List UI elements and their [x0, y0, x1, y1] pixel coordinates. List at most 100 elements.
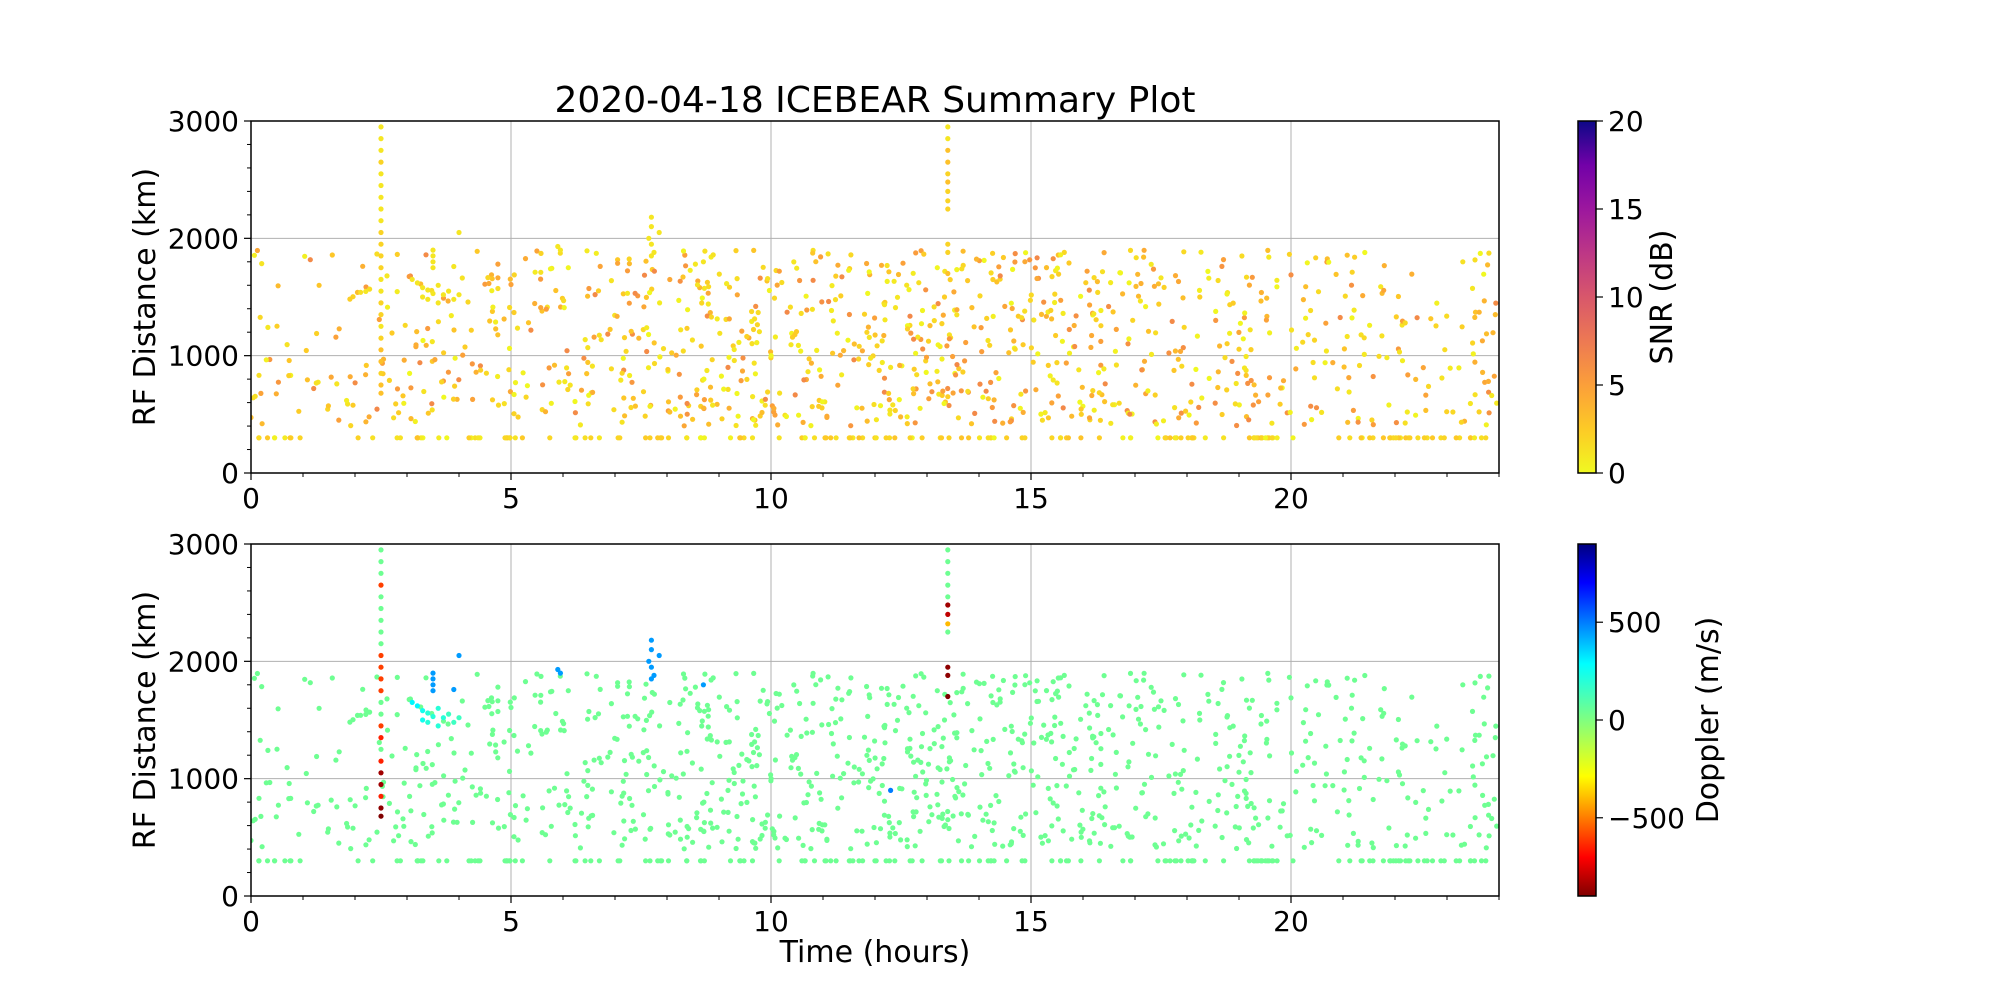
- doppler-data-point: [1160, 841, 1167, 847]
- snr-data-point: [991, 397, 997, 403]
- doppler-data-point: [440, 715, 446, 721]
- doppler-data-point: [624, 713, 631, 719]
- doppler-data-point: [1175, 779, 1181, 785]
- snr-data-point: [1090, 388, 1096, 394]
- snr-data-point: [945, 206, 951, 212]
- snr-data-point: [1224, 387, 1230, 393]
- snr-data-point: [1349, 269, 1355, 275]
- snr-data-point: [1249, 274, 1255, 280]
- doppler-data-point: [565, 688, 571, 694]
- doppler-data-point: [917, 828, 923, 834]
- snr-data-point: [725, 386, 731, 392]
- doppler-data-point: [792, 815, 798, 821]
- doppler-data-point: [1090, 811, 1096, 817]
- snr-data-point: [938, 435, 945, 441]
- doppler-data-point: [865, 713, 871, 720]
- snr-data-point: [1246, 282, 1252, 288]
- doppler-data-point: [452, 806, 458, 812]
- doppler-data-point: [366, 837, 372, 843]
- snr-data-point: [423, 252, 429, 258]
- doppler-data-point: [1133, 805, 1139, 811]
- snr-data-point: [1308, 307, 1314, 314]
- snr-data-point: [873, 435, 879, 441]
- doppler-data-point: [441, 817, 447, 823]
- doppler-data-point: [1033, 810, 1039, 816]
- snr-data-point: [1476, 409, 1482, 415]
- doppler-data-point: [990, 699, 996, 706]
- doppler-data-point: [1153, 753, 1159, 759]
- doppler-data-point: [572, 858, 578, 864]
- snr-data-point: [465, 299, 471, 305]
- snr-data-point: [394, 386, 401, 392]
- snr-data-point: [990, 276, 996, 283]
- snr-data-point: [585, 293, 591, 299]
- doppler-data-point: [1094, 702, 1100, 708]
- doppler-data-point: [965, 701, 971, 707]
- doppler-data-point: [1402, 743, 1408, 749]
- doppler-data-point: [303, 770, 309, 777]
- snr-data-point: [677, 394, 683, 400]
- snr-panel-ylabel: RF Distance (km): [128, 168, 163, 426]
- snr-data-point: [1345, 419, 1351, 425]
- snr-data-point: [939, 321, 945, 327]
- doppler-data-point: [651, 763, 657, 769]
- doppler-data-point: [914, 795, 920, 801]
- snr-data-point: [762, 396, 769, 402]
- doppler-data-point: [1494, 823, 1499, 829]
- snr-data-point: [363, 362, 369, 368]
- snr-data-point: [856, 343, 862, 349]
- doppler-data-point: [1141, 677, 1147, 683]
- doppler-data-point: [872, 755, 878, 761]
- doppler-data-point: [1290, 858, 1296, 864]
- snr-data-point: [717, 330, 723, 336]
- snr-data-point: [779, 279, 785, 286]
- snr-data-point: [352, 380, 358, 386]
- snr-data-point: [1470, 351, 1476, 357]
- doppler-data-point: [886, 692, 892, 698]
- doppler-data-point: [1336, 858, 1342, 864]
- doppler-data-point: [947, 700, 953, 706]
- doppler-data-point: [954, 735, 960, 741]
- doppler-data-point: [657, 777, 663, 783]
- snr-data-point: [621, 395, 627, 401]
- doppler-data-point: [378, 664, 384, 670]
- snr-data-point: [350, 402, 356, 408]
- snr-data-point: [1342, 293, 1348, 299]
- snr-data-point: [1402, 320, 1408, 326]
- snr-data-point: [1453, 435, 1459, 441]
- snr-data-point: [672, 406, 678, 412]
- doppler-data-point: [953, 795, 959, 801]
- doppler-data-point: [313, 803, 319, 809]
- doppler-data-point: [651, 691, 658, 697]
- doppler-data-point: [632, 826, 639, 832]
- snr-data-point: [915, 334, 921, 340]
- doppler-data-point: [429, 830, 435, 836]
- doppler-data-point: [1215, 807, 1221, 814]
- snr-data-point: [1227, 330, 1233, 336]
- snr-data-point: [1133, 255, 1139, 261]
- doppler-data-point: [466, 858, 472, 864]
- snr-data-point: [1078, 435, 1084, 441]
- snr-data-point: [1049, 400, 1055, 406]
- snr-data-point: [1313, 405, 1320, 411]
- snr-y-tick-label: 3000: [168, 105, 239, 138]
- doppler-data-point: [810, 700, 816, 706]
- snr-data-point: [914, 372, 920, 378]
- snr-data-point: [1265, 247, 1271, 253]
- doppler-data-point: [1402, 843, 1408, 849]
- doppler-data-point: [1078, 858, 1084, 864]
- snr-data-point: [1491, 373, 1497, 379]
- doppler-data-point: [1256, 822, 1262, 828]
- snr-data-point: [1300, 339, 1306, 345]
- doppler-data-point: [1356, 785, 1363, 792]
- doppler-data-point: [304, 800, 310, 806]
- snr-data-point: [776, 268, 782, 274]
- doppler-data-point: [945, 672, 951, 679]
- snr-data-point: [507, 389, 513, 395]
- snr-data-point: [1047, 373, 1053, 379]
- snr-data-point: [859, 405, 865, 411]
- doppler-data-point: [954, 785, 960, 791]
- snr-data-point: [1189, 381, 1195, 387]
- doppler-data-point: [1243, 795, 1249, 802]
- snr-data-point: [577, 422, 584, 428]
